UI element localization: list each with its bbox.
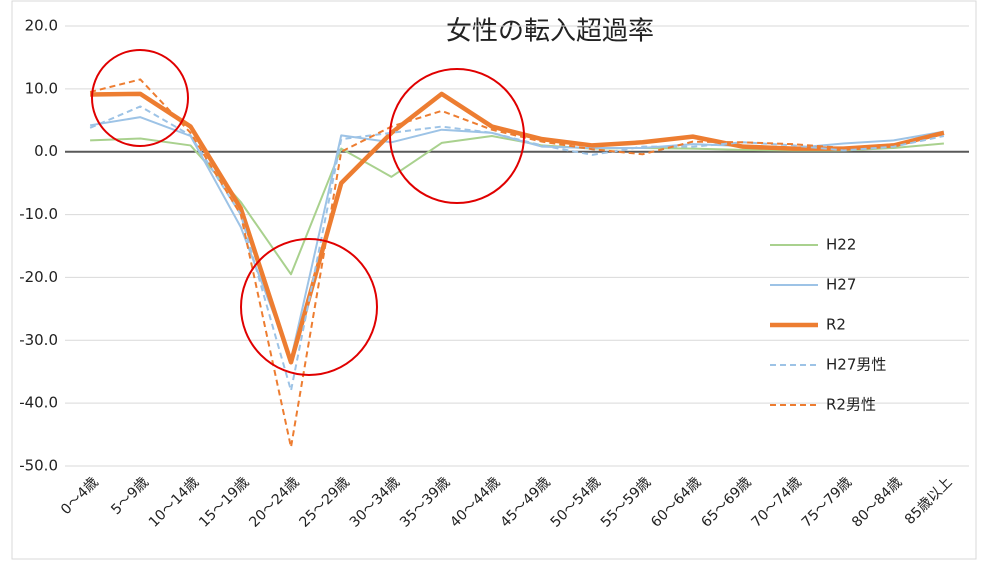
y-tick-label: -10.0 bbox=[19, 205, 58, 223]
series-line bbox=[89, 78, 945, 449]
y-tick-label: 20.0 bbox=[25, 17, 58, 35]
chart-title: 女性の転入超過率 bbox=[446, 17, 654, 47]
y-tick-label: 0.0 bbox=[34, 142, 58, 160]
annotation-circle bbox=[240, 238, 378, 376]
y-tick-label: -30.0 bbox=[19, 331, 58, 349]
series-line bbox=[90, 91, 945, 365]
y-tick-label: -40.0 bbox=[19, 394, 58, 412]
y-tick-label: 10.0 bbox=[25, 79, 58, 97]
y-tick-label: -50.0 bbox=[19, 457, 58, 475]
legend-label: R2 bbox=[826, 316, 846, 334]
legend-label: H27 bbox=[826, 276, 856, 294]
annotation-circle bbox=[389, 68, 525, 204]
annotation-circle bbox=[91, 49, 189, 147]
legend-label: R2男性 bbox=[826, 396, 876, 414]
legend-label: H27男性 bbox=[826, 356, 886, 374]
y-tick-label: -20.0 bbox=[19, 268, 58, 286]
legend-label: H22 bbox=[826, 236, 856, 254]
annotation-circles bbox=[91, 49, 525, 376]
